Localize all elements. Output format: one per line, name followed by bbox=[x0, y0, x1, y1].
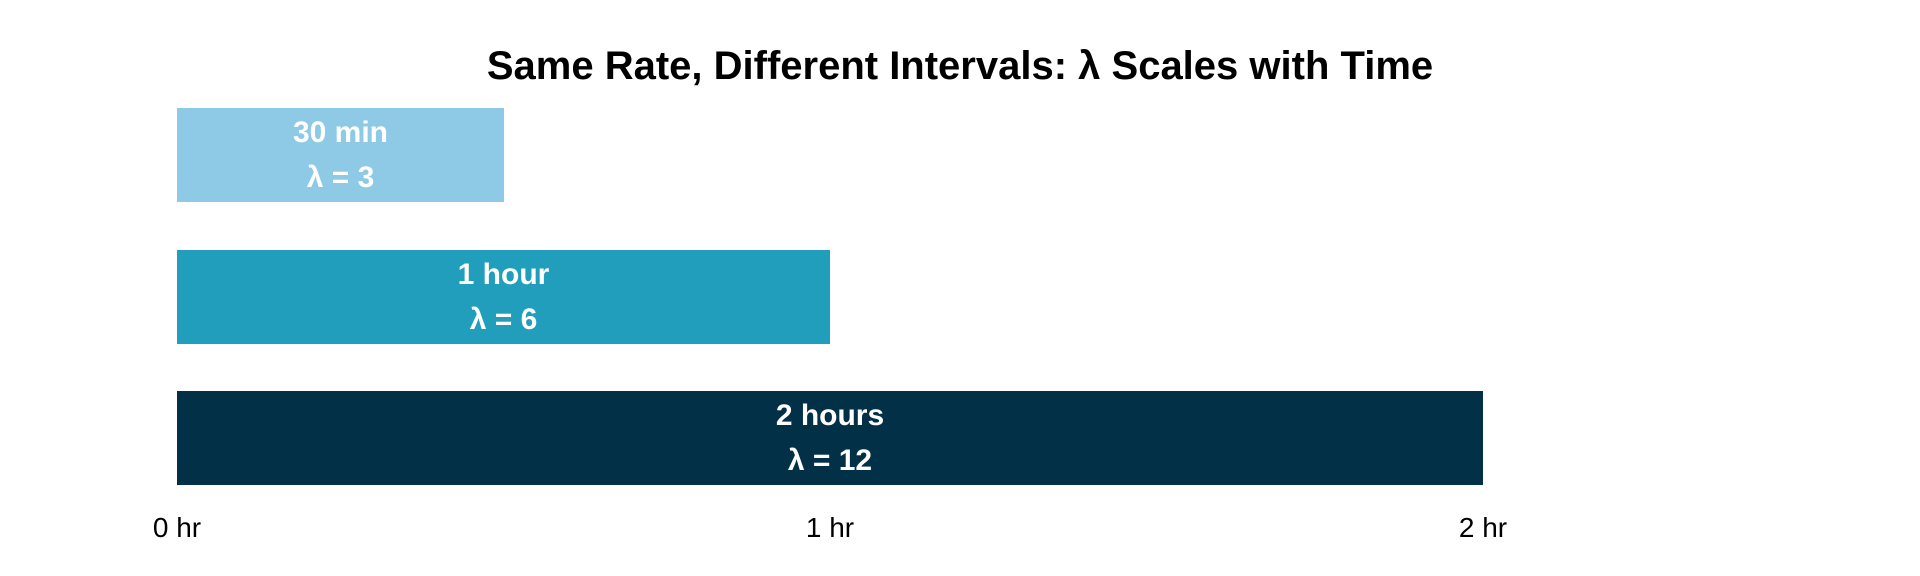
x-tick-label: 2 hr bbox=[1458, 512, 1508, 543]
bar-interval-1hour: 1 hour λ = 6 bbox=[177, 250, 830, 344]
chart-title: Same Rate, Different Intervals: λ Scales… bbox=[486, 44, 1434, 88]
bar-duration-label: 30 min bbox=[292, 116, 389, 149]
bar-lambda-label: λ = 3 bbox=[306, 161, 375, 194]
x-tick-label: 0 hr bbox=[152, 512, 202, 543]
bar-interval-2hours: 2 hours λ = 12 bbox=[177, 391, 1483, 485]
bar-lambda-label: λ = 12 bbox=[787, 444, 873, 477]
bar-label: 1 hour λ = 6 bbox=[458, 252, 550, 342]
x-tick-label: 1 hr bbox=[805, 512, 855, 543]
bar-duration-label: 1 hour bbox=[457, 258, 550, 291]
bar-label: 30 min λ = 3 bbox=[293, 110, 388, 200]
bar-duration-label: 2 hours bbox=[775, 399, 885, 432]
bar-label: 2 hours λ = 12 bbox=[776, 393, 884, 483]
bar-lambda-label: λ = 6 bbox=[469, 303, 538, 336]
bar-interval-30min: 30 min λ = 3 bbox=[177, 108, 504, 202]
